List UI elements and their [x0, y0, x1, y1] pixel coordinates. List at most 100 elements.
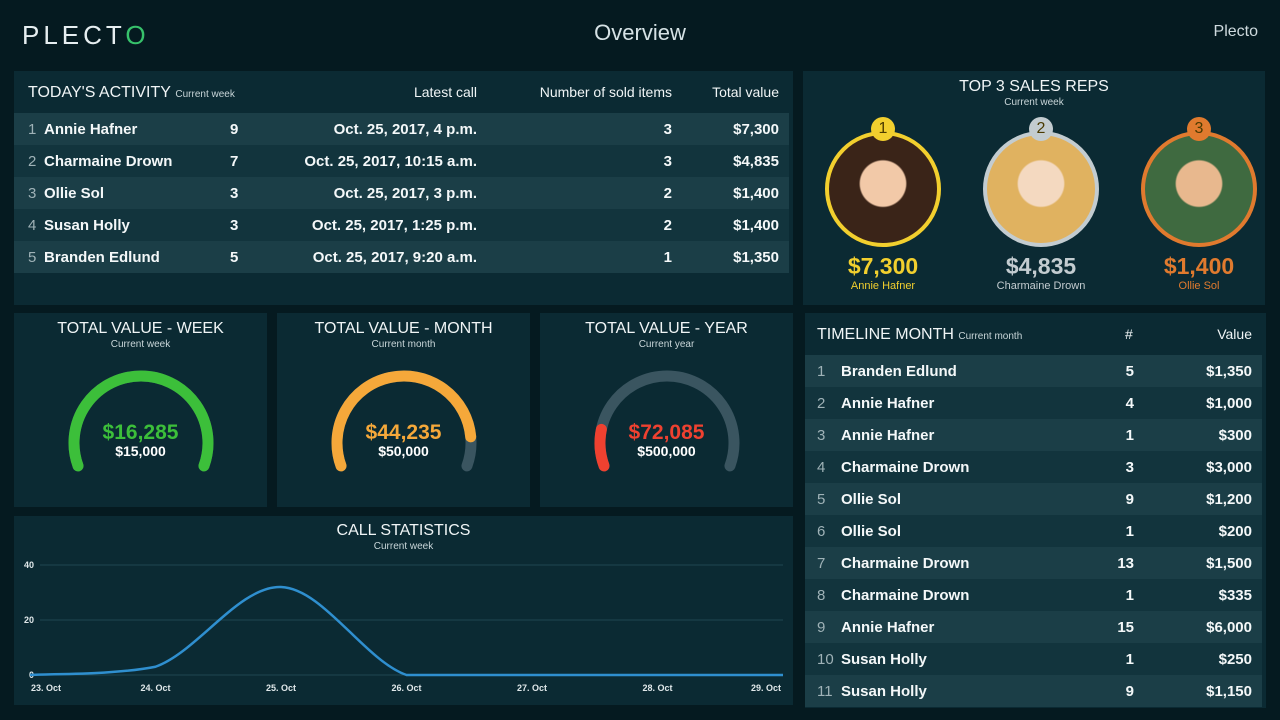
- value: $200: [1218, 523, 1252, 540]
- timeline-row[interactable]: 9 Annie Hafner 15 $6,000: [805, 611, 1262, 643]
- chart-title: CALL STATISTICS: [336, 522, 471, 539]
- rep-name: Annie Hafner: [841, 395, 935, 412]
- sales-rep-card[interactable]: 3 $1,400 Ollie Sol: [1129, 117, 1269, 292]
- rank-badge: 2: [1029, 117, 1053, 141]
- gauge-panel: TOTAL VALUE - WEEK Current week $16,285 …: [14, 313, 267, 507]
- total-value: $1,400: [733, 217, 779, 234]
- gauge-arc: [68, 370, 214, 472]
- timeline-row[interactable]: 5 Ollie Sol 9 $1,200: [805, 483, 1262, 515]
- gauge-target: $50,000: [378, 443, 429, 459]
- timeline-row[interactable]: 2 Annie Hafner 4 $1,000: [805, 387, 1262, 419]
- count: 1: [1125, 587, 1134, 604]
- rep-name: Susan Holly: [841, 651, 927, 668]
- rep-name: Annie Hafner: [850, 280, 916, 292]
- gauge-value: $16,285: [102, 421, 179, 444]
- column-header: Total value: [712, 84, 779, 100]
- sold-items: 3: [663, 153, 672, 170]
- total-value: $1,350: [733, 249, 779, 266]
- rep-name: Charmaine Drown: [44, 153, 173, 170]
- column-header: Latest call: [413, 84, 477, 100]
- gauge-panel: TOTAL VALUE - MONTH Current month $44,23…: [277, 313, 530, 507]
- activity-row[interactable]: 5 Branden Edlund 5 Oct. 25, 2017, 9:20 a…: [14, 241, 789, 273]
- sales-rep-card[interactable]: 2 $4,835 Charmaine Drown: [971, 117, 1111, 292]
- gauge-title: TOTAL VALUE - MONTH: [314, 320, 493, 337]
- timeline-row[interactable]: 11 Susan Holly 9 $1,150: [805, 675, 1262, 707]
- column-header: #: [1125, 326, 1133, 342]
- call-statistics-panel: CALL STATISTICS Current week: [14, 516, 793, 705]
- activity-row[interactable]: 2 Charmaine Drown 7 Oct. 25, 2017, 10:15…: [14, 145, 789, 177]
- value: $250: [1218, 651, 1252, 668]
- rep-name: Annie Hafner: [841, 427, 935, 444]
- rep-value: $4,835: [1005, 253, 1077, 279]
- rep-name: Annie Hafner: [841, 619, 935, 636]
- call-count: 9: [230, 121, 239, 138]
- gauge-value: $72,085: [628, 421, 705, 444]
- rep-name: Charmaine Drown: [996, 280, 1086, 292]
- chart-subtitle: Current week: [373, 541, 434, 552]
- sold-items: 3: [663, 121, 672, 138]
- rep-name: Charmaine Drown: [841, 587, 970, 604]
- rep-avatar: [1141, 131, 1257, 247]
- gauge-subtitle: Current month: [371, 339, 436, 350]
- column-header: Number of sold items: [539, 84, 672, 100]
- page-title: Overview: [594, 20, 686, 45]
- count: 5: [1125, 363, 1134, 380]
- rank-badge: 3: [1187, 117, 1211, 141]
- account-name[interactable]: Plecto: [1213, 23, 1258, 40]
- latest-call: Oct. 25, 2017, 3 p.m.: [333, 185, 477, 202]
- rep-name: Annie Hafner: [44, 121, 138, 138]
- value: $1,200: [1206, 491, 1252, 508]
- gauge-title: TOTAL VALUE - WEEK: [57, 320, 224, 337]
- activity-row[interactable]: 1 Annie Hafner 9 Oct. 25, 2017, 4 p.m. 3…: [14, 113, 789, 145]
- latest-call: Oct. 25, 2017, 9:20 a.m.: [312, 249, 477, 266]
- total-value: $1,400: [733, 185, 779, 202]
- rep-value: $7,300: [847, 253, 919, 279]
- panel-subtitle: Current week: [175, 89, 235, 100]
- timeline-row[interactable]: 1 Branden Edlund 5 $1,350: [805, 355, 1262, 387]
- value: $6,000: [1206, 619, 1252, 636]
- total-value: $4,835: [733, 153, 779, 170]
- gauge-value: $44,235: [365, 421, 442, 444]
- gauge-arc: [594, 370, 740, 472]
- top-sales-reps-panel: TOP 3 SALES REPS Current week 1 $7,300 A…: [803, 71, 1265, 305]
- rep-name: Ollie Sol: [1178, 280, 1220, 292]
- count: 1: [1125, 651, 1134, 668]
- rep-name: Branden Edlund: [841, 363, 957, 380]
- sold-items: 2: [663, 217, 672, 234]
- count: 9: [1125, 491, 1134, 508]
- rep-value: $1,400: [1163, 253, 1235, 279]
- activity-row[interactable]: 4 Susan Holly 3 Oct. 25, 2017, 1:25 p.m.…: [14, 209, 789, 241]
- timeline-row[interactable]: 6 Ollie Sol 1 $200: [805, 515, 1262, 547]
- timeline-row[interactable]: 7 Charmaine Drown 13 $1,500: [805, 547, 1262, 579]
- rep-name: Charmaine Drown: [841, 555, 970, 572]
- count: 1: [1125, 523, 1134, 540]
- timeline-row[interactable]: 4 Charmaine Drown 3 $3,000: [805, 451, 1262, 483]
- gauge-subtitle: Current week: [110, 339, 171, 350]
- sales-rep-card[interactable]: 1 $7,300 Annie Hafner: [813, 117, 953, 292]
- activity-row[interactable]: 3 Ollie Sol 3 Oct. 25, 2017, 3 p.m. 2 $1…: [14, 177, 789, 209]
- value: $1,150: [1206, 683, 1252, 700]
- gauge-target: $500,000: [637, 443, 696, 459]
- gauge-arc: [331, 370, 477, 472]
- rep-avatar: [825, 131, 941, 247]
- panel-title: TOP 3 SALES REPS: [959, 78, 1109, 95]
- gauge-subtitle: Current year: [638, 339, 695, 350]
- latest-call: Oct. 25, 2017, 4 p.m.: [333, 121, 477, 138]
- value: $1,000: [1206, 395, 1252, 412]
- sold-items: 2: [663, 185, 672, 202]
- rep-name: Ollie Sol: [841, 523, 902, 540]
- timeline-row[interactable]: 8 Charmaine Drown 1 $335: [805, 579, 1262, 611]
- rep-name: Ollie Sol: [44, 185, 105, 202]
- count: 4: [1125, 395, 1134, 412]
- panel-subtitle: Current month: [958, 331, 1023, 342]
- timeline-row[interactable]: 10 Susan Holly 1 $250: [805, 643, 1262, 675]
- value: $300: [1218, 427, 1252, 444]
- gauge-panel: TOTAL VALUE - YEAR Current year $72,085 …: [540, 313, 793, 507]
- value: $1,350: [1206, 363, 1252, 380]
- timeline-row[interactable]: 3 Annie Hafner 1 $300: [805, 419, 1262, 451]
- panel-title: TIMELINE MONTH: [817, 326, 954, 343]
- rep-name: Susan Holly: [841, 683, 927, 700]
- call-count: 5: [230, 249, 239, 266]
- sold-items: 1: [663, 249, 672, 266]
- latest-call: Oct. 25, 2017, 1:25 p.m.: [311, 217, 477, 234]
